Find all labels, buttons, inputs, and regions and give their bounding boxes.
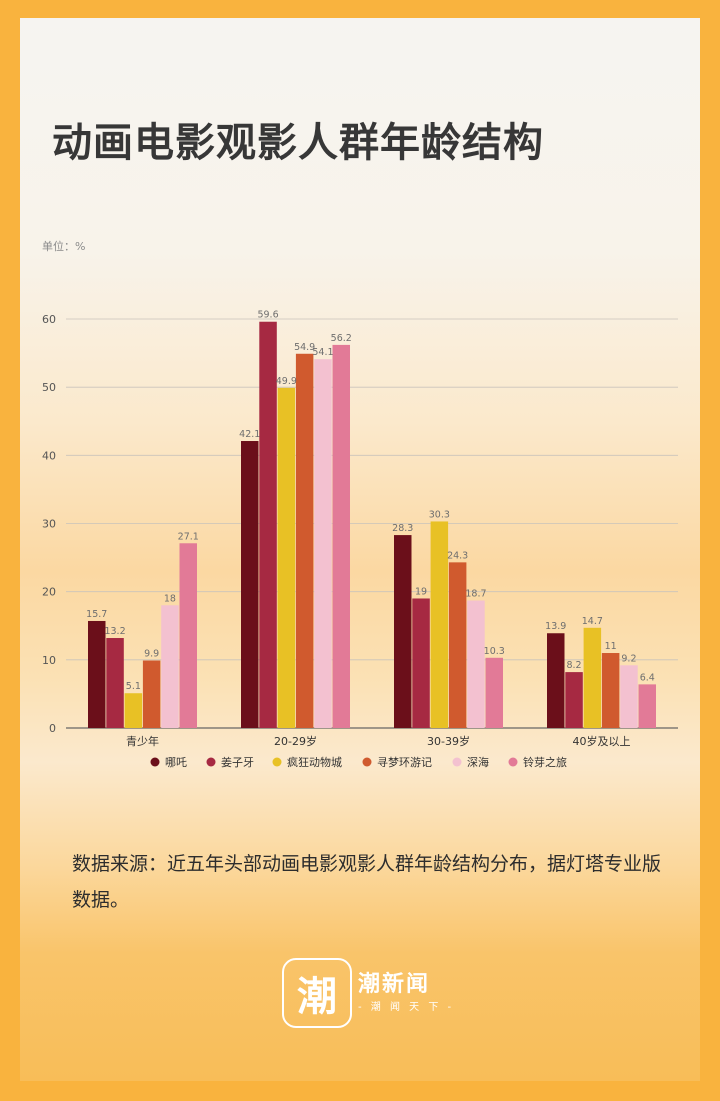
bar-3-5 [638, 684, 656, 728]
data-label: 54.1 [312, 347, 333, 358]
logo-icon: 潮 [282, 958, 352, 1028]
bar-3-0 [547, 633, 565, 728]
x-tick-label: 30-39岁 [427, 734, 470, 748]
legend-label: 哪吒 [165, 756, 187, 769]
source-note: 数据来源：近五年头部动画电影观影人群年龄结构分布，据灯塔专业版数据。 [72, 853, 662, 911]
legend-label: 姜子牙 [221, 755, 254, 769]
bar-0-5 [179, 543, 197, 728]
bar-2-1 [412, 598, 430, 728]
bar-0-3 [142, 660, 161, 728]
data-label: 30.3 [429, 509, 450, 520]
bar-2-0 [394, 535, 412, 728]
logo-slogan: - 潮 闻 天 下 - [358, 1002, 455, 1013]
data-label: 27.1 [178, 531, 199, 542]
legend-marker [272, 757, 282, 767]
legend-marker [206, 757, 216, 767]
bar-3-2 [583, 627, 602, 728]
x-tick-label: 青少年 [126, 734, 159, 748]
data-label: 42.1 [239, 429, 260, 440]
y-tick-label: 30 [42, 518, 56, 531]
data-label: 24.3 [447, 550, 468, 561]
bar-0-4 [161, 605, 179, 728]
x-tick-label: 40岁及以上 [573, 734, 631, 748]
y-tick-label: 0 [49, 722, 56, 735]
y-tick-label: 20 [42, 586, 56, 599]
data-label: 11 [605, 641, 617, 652]
data-label: 13.2 [104, 626, 125, 637]
bar-1-2 [277, 387, 296, 728]
poster-card: 动画电影观影人群年龄结构 单位：% 0 10 20 30 40 50 60 15.7 13.2… [20, 18, 700, 1081]
bar-3-3 [601, 653, 620, 728]
data-label: 56.2 [331, 333, 352, 344]
y-tick-label: 10 [42, 654, 56, 667]
page-title: 动画电影观影人群年龄结构 [52, 119, 544, 166]
legend-marker [150, 757, 160, 767]
bar-2-3 [448, 562, 467, 728]
data-label: 15.7 [86, 609, 107, 620]
bar-1-5 [332, 344, 350, 728]
data-label: 14.7 [582, 616, 603, 627]
bar-2-4 [467, 600, 485, 728]
data-label: 8.2 [566, 660, 581, 671]
bar-0-0 [88, 620, 106, 728]
bar-1-0 [241, 441, 259, 728]
bar-1-4 [314, 359, 332, 728]
unit-label: 单位：% [42, 239, 85, 253]
bar-2-2 [430, 521, 449, 728]
data-label: 9.9 [144, 649, 159, 660]
legend-label: 疯狂动物城 [287, 755, 342, 769]
bar-3-4 [620, 665, 638, 728]
data-label: 28.3 [392, 523, 413, 534]
y-tick-label: 40 [42, 449, 56, 462]
data-label: 13.9 [545, 621, 566, 632]
bar-3-1 [565, 672, 583, 728]
bar-1-1 [259, 321, 277, 728]
x-tick-label: 20-29岁 [274, 734, 317, 748]
data-label: 49.9 [276, 376, 297, 387]
data-label: 10.3 [484, 646, 505, 657]
bar-0-1 [106, 638, 124, 728]
bar-2-5 [485, 657, 503, 728]
y-tick-label: 50 [42, 381, 56, 394]
data-label: 18 [164, 593, 176, 604]
bar-1-3 [295, 353, 314, 728]
legend-label: 铃芽之旅 [523, 755, 567, 769]
legend-label: 深海 [467, 755, 489, 769]
data-label: 59.6 [257, 310, 278, 321]
data-label: 54.9 [294, 342, 315, 353]
legend-marker [362, 757, 372, 767]
legend-marker [508, 757, 518, 767]
legend-label: 寻梦环游记 [377, 756, 432, 769]
y-tick-label: 60 [42, 313, 56, 326]
legend-marker [452, 757, 462, 767]
data-label: 5.1 [126, 681, 141, 692]
data-label: 6.4 [640, 672, 655, 683]
data-label: 18.7 [465, 589, 486, 600]
data-label: 19 [415, 586, 427, 597]
logo-glyph: 潮 [297, 973, 337, 1020]
data-label: 9.2 [621, 653, 636, 664]
bar-0-2 [124, 693, 143, 728]
logo-name: 潮新闻 [358, 972, 431, 997]
bar-chart: 单位：% 0 10 20 30 40 50 60 15.7 13.2 5.1 9.9 18 27.1 4… [42, 239, 678, 769]
